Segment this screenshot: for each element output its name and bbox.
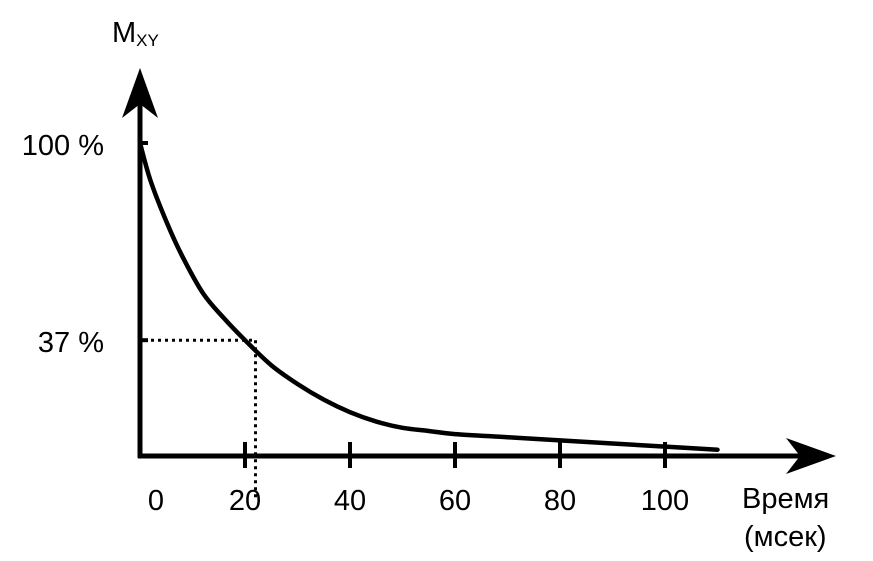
x-tick-label-40: 40 [334,485,366,517]
x-tick-label-60: 60 [439,485,471,517]
y-axis-label: MXY [112,17,159,50]
x-tick-label-20: 20 [229,485,261,517]
y-tick-label-37: 37 % [38,327,104,359]
y-tick-label-100: 100 % [22,130,104,162]
x-axis-label-line2: (мсек) [744,521,827,553]
y-axis-arrowhead [122,68,158,118]
x-tick-label-100: 100 [641,485,689,517]
y-axis-label-subscript: XY [136,31,159,50]
x-axis-arrowhead [786,438,836,474]
x-tick-label-0: 0 [148,485,164,517]
x-tick-label-80: 80 [544,485,576,517]
x-axis-label-line1: Время [742,483,829,515]
decay-curve-line [137,140,720,452]
